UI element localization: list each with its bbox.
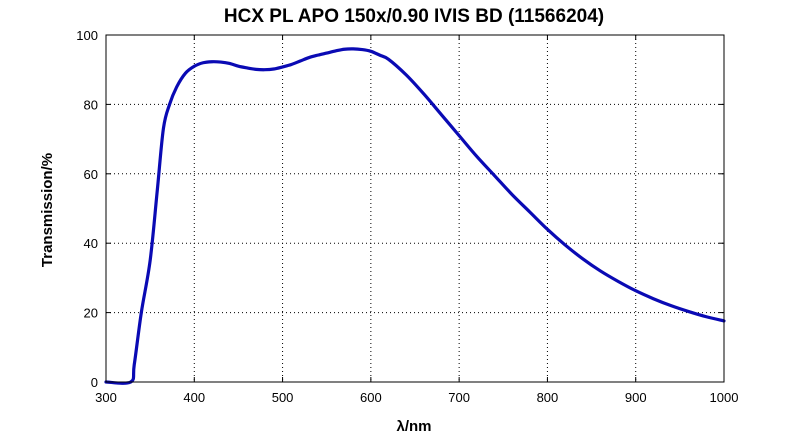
y-tick-label-20: 20 [84, 306, 98, 321]
x-tick-label-400: 400 [183, 390, 205, 405]
x-tick-label-1000: 1000 [710, 390, 739, 405]
x-tick-label-600: 600 [360, 390, 382, 405]
y-tick-label-40: 40 [84, 236, 98, 251]
y-tick-label-80: 80 [84, 97, 98, 112]
grid-layer [106, 35, 724, 382]
series-line-0 [104, 47, 726, 385]
chart-title: HCX PL APO 150x/0.90 IVIS BD (11566204) [224, 6, 604, 27]
x-tick-label-700: 700 [448, 390, 470, 405]
x-axis-label: λ/nm [396, 418, 431, 435]
x-tick-label-500: 500 [272, 390, 294, 405]
series-layer [104, 47, 726, 385]
x-tick-label-800: 800 [537, 390, 559, 405]
y-tick-label-0: 0 [91, 375, 98, 390]
y-axis-label: Transmission/% [39, 153, 56, 267]
y-tick-label-60: 60 [84, 167, 98, 182]
x-tick-label-900: 900 [625, 390, 647, 405]
x-tick-label-300: 300 [95, 390, 117, 405]
y-tick-label-100: 100 [76, 28, 98, 43]
plot-frame [105, 34, 725, 383]
ticks-layer: 300 400 500 600 700 800 900 1000 0 20 40 60 80 100 [76, 28, 738, 405]
